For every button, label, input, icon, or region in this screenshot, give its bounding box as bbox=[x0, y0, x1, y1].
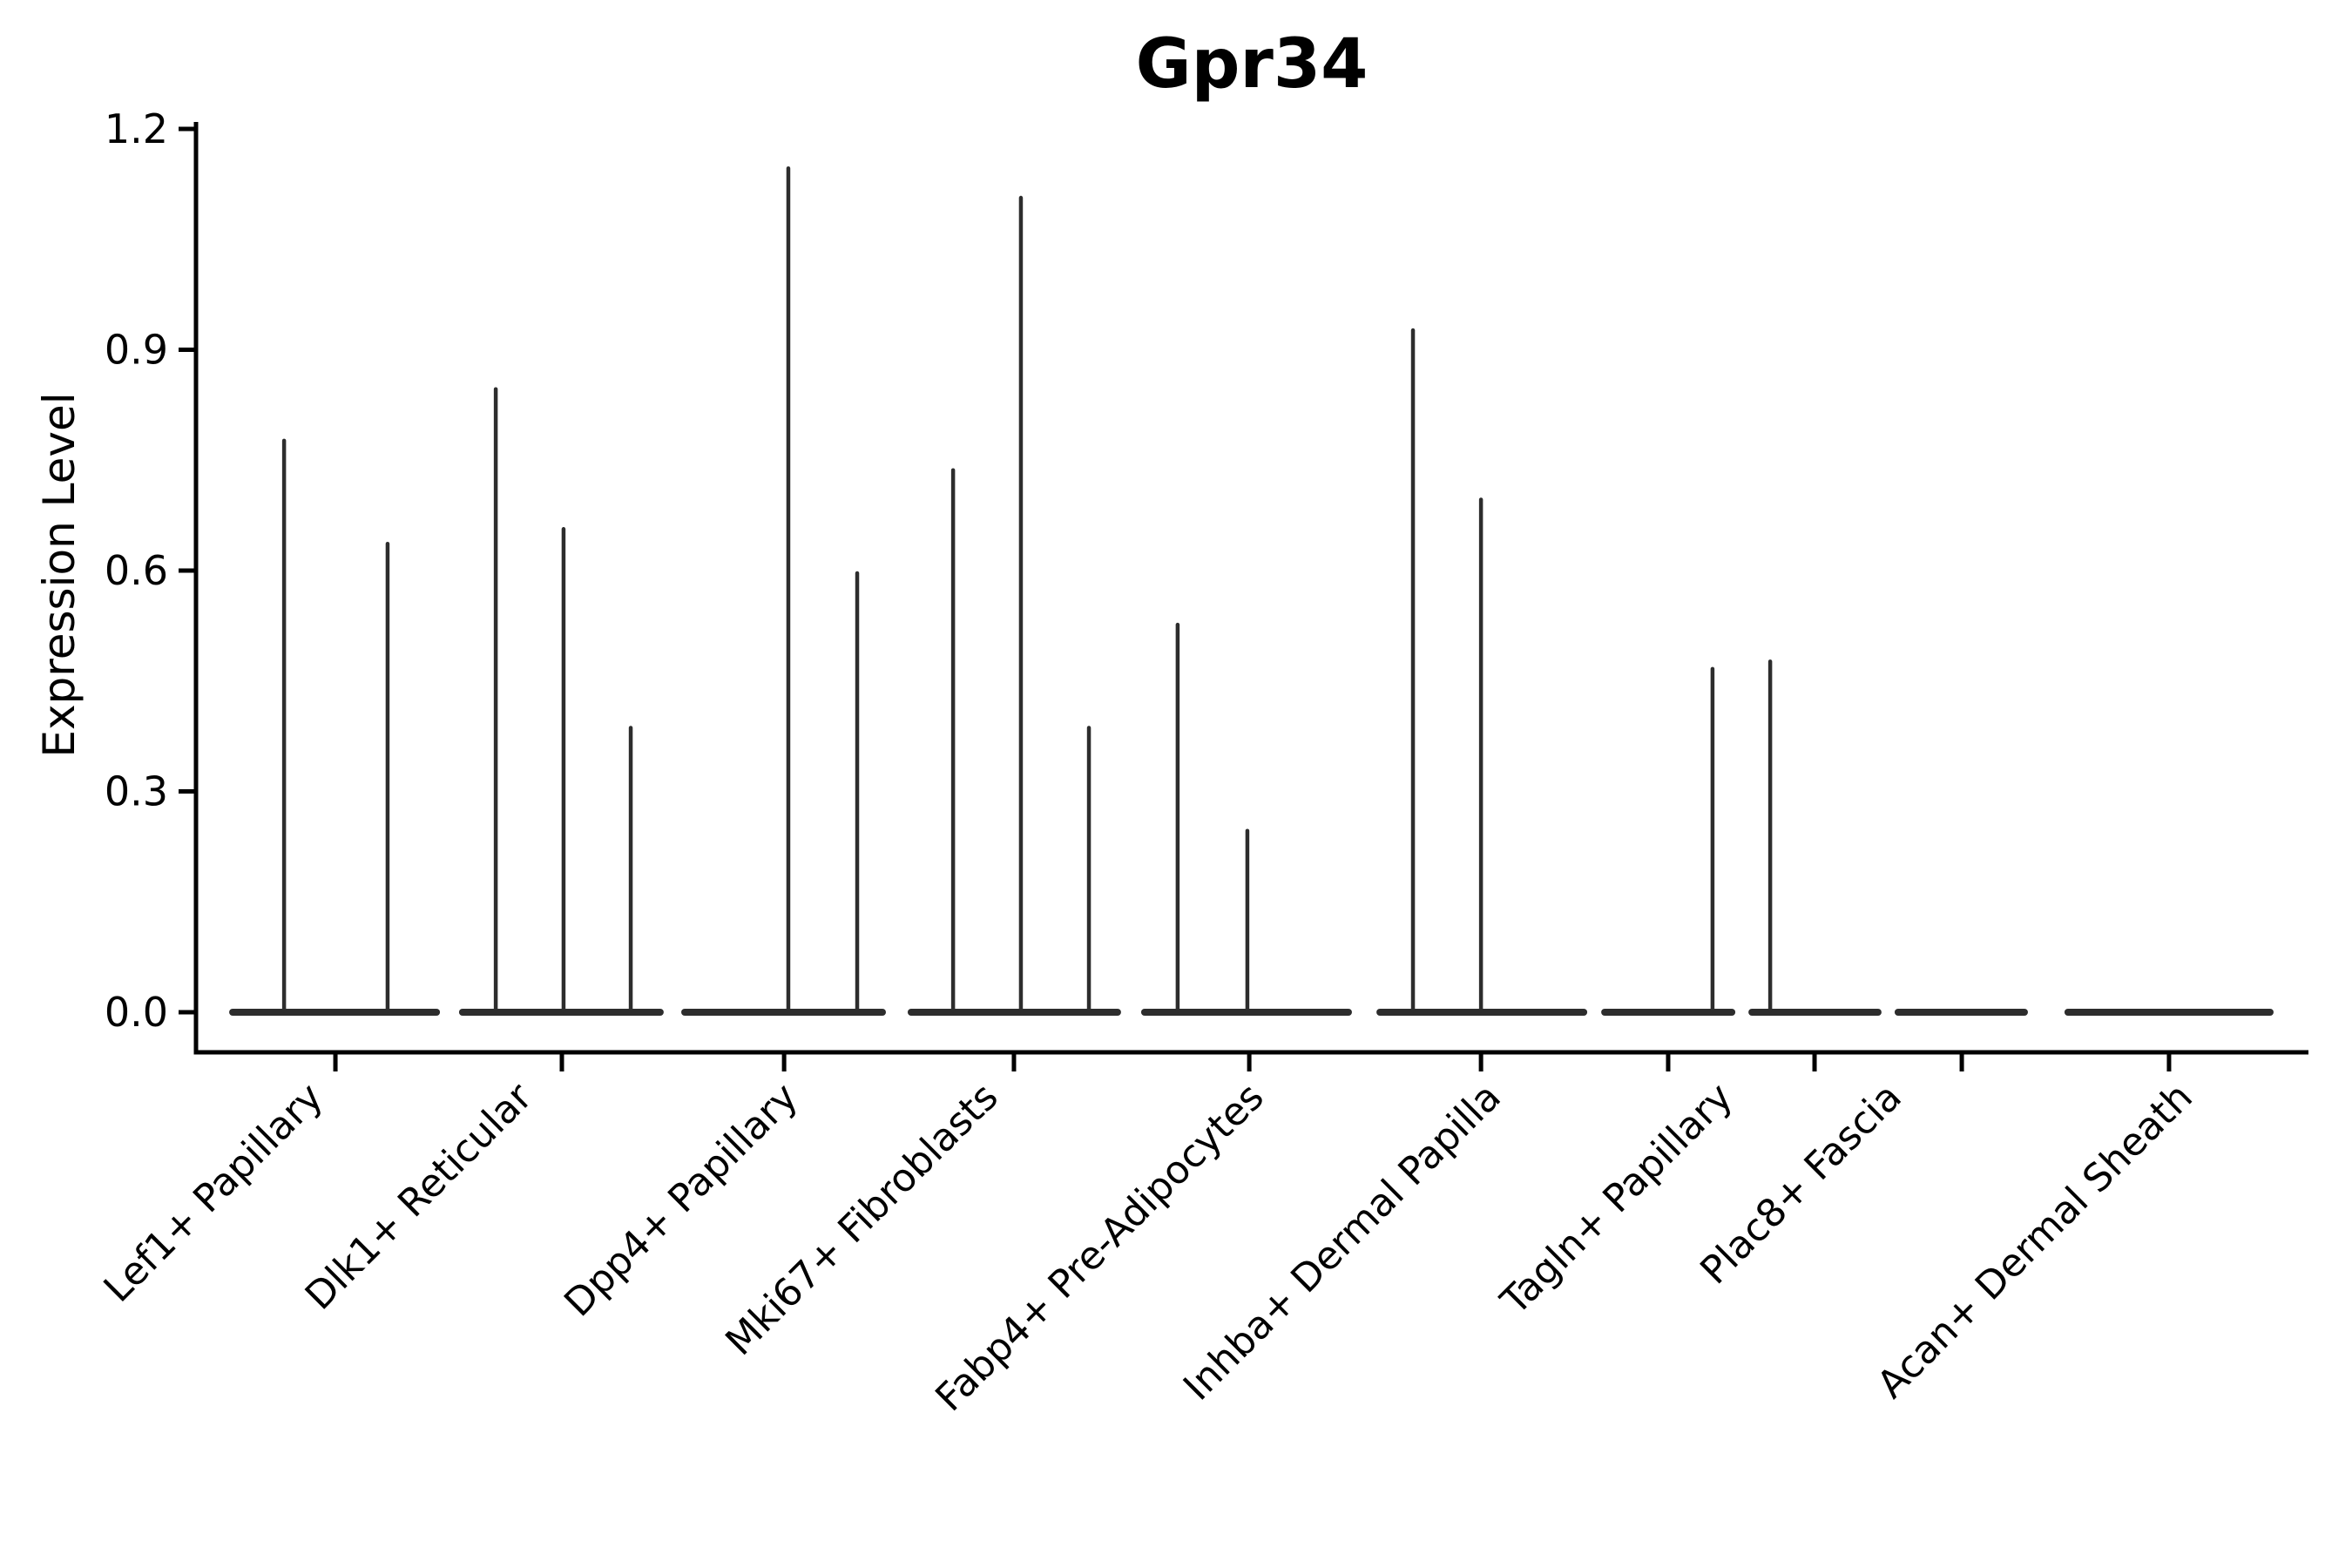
x-category-label: Dlk1+ Reticular bbox=[297, 1074, 542, 1319]
x-category-label: Acan+ Dermal Sheath bbox=[1869, 1075, 2200, 1407]
y-axis-ticks bbox=[179, 126, 196, 1015]
chart-title: Gpr34 bbox=[1136, 25, 1369, 104]
violin-glyphs bbox=[229, 166, 2274, 1016]
y-tick-label: 0.3 bbox=[105, 768, 168, 815]
x-axis-ticks bbox=[333, 1052, 2172, 1071]
y-axis-tick-labels: 0.0 0.3 0.6 0.9 1.2 bbox=[105, 105, 168, 1036]
y-tick-label: 1.2 bbox=[105, 105, 168, 152]
y-tick-label: 0.6 bbox=[105, 547, 168, 594]
y-tick-label: 0.0 bbox=[105, 989, 168, 1036]
y-tick-label: 0.9 bbox=[105, 327, 168, 374]
y-axis-label: Expression Level bbox=[34, 392, 84, 757]
x-category-label: Tagln+ Papillary bbox=[1492, 1075, 1741, 1324]
x-category-label: Lef1+ Papillary bbox=[96, 1075, 332, 1311]
